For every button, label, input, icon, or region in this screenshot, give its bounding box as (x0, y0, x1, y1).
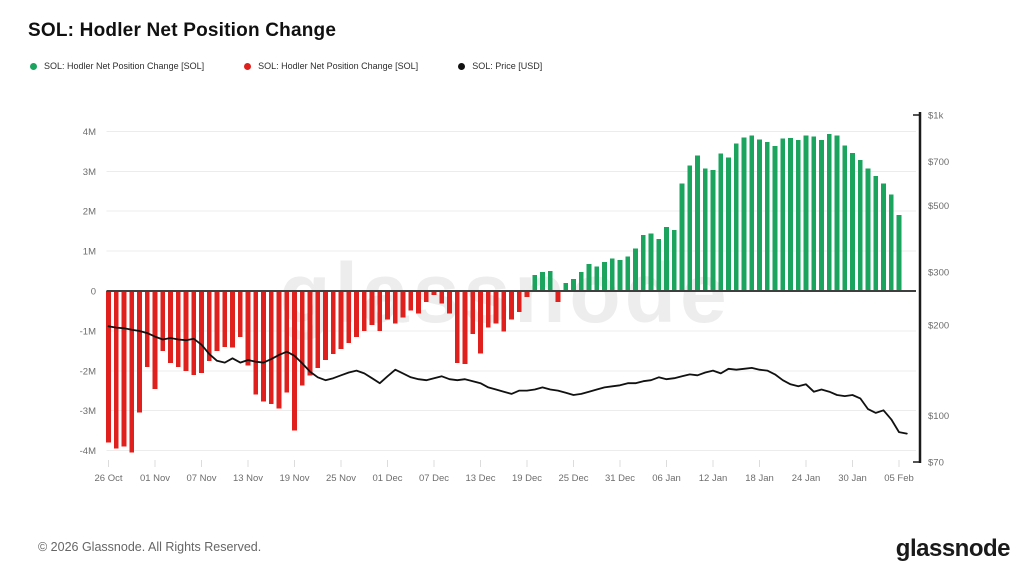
x-axis-label: 13 Nov (233, 473, 263, 484)
hodler-bars (106, 134, 902, 453)
x-axis-label: 19 Nov (279, 473, 309, 484)
x-axis-label: 18 Jan (745, 473, 774, 484)
right-axis-label: $70 (928, 458, 944, 469)
x-axis-label: 05 Feb (884, 473, 914, 484)
x-axis-label: 31 Dec (605, 473, 635, 484)
x-axis-label: 26 Oct (95, 473, 123, 484)
left-axis-label: 2M (83, 207, 96, 218)
legend-dot-black-icon (458, 62, 466, 70)
x-axis-label: 12 Jan (699, 473, 728, 484)
x-axis-label: 25 Nov (326, 473, 356, 484)
x-axis-label: 25 Dec (558, 473, 588, 484)
x-axis-label: 07 Nov (186, 473, 216, 484)
left-axis-label: 4M (83, 127, 96, 138)
chart-legend: SOL: Hodler Net Position Change [SOL] SO… (30, 61, 542, 71)
copyright-text: © 2026 Glassnode. All Rights Reserved. (38, 540, 262, 554)
left-axis-label: 0 (91, 287, 96, 298)
x-axis-label: 30 Jan (838, 473, 867, 484)
legend-label: SOL: Price [USD] (472, 61, 543, 71)
x-axis-label: 24 Jan (792, 473, 821, 484)
legend-item-hodler-negative[interactable]: SOL: Hodler Net Position Change [SOL] (244, 61, 418, 71)
right-axis-label: $500 (928, 201, 949, 212)
left-axis-label: 3M (83, 167, 96, 178)
left-axis-label: -3M (80, 406, 96, 417)
right-axis-label: $200 (928, 321, 949, 332)
x-axis-label: 13 Dec (465, 473, 495, 484)
legend-label: SOL: Hodler Net Position Change [SOL] (258, 61, 419, 71)
glassnode-logo: glassnode (895, 535, 1011, 562)
left-axis-label: -1M (80, 326, 96, 337)
legend-dot-green-icon (30, 62, 37, 70)
x-axis-label: 07 Dec (419, 473, 449, 484)
x-axis-label: 19 Dec (512, 473, 542, 484)
right-axis-label: $700 (928, 157, 949, 168)
right-axis-label: $100 (928, 411, 949, 422)
legend-item-price[interactable]: SOL: Price [USD] (458, 61, 542, 71)
right-axis-label: $300 (928, 268, 949, 279)
x-axis-label: 06 Jan (652, 473, 681, 484)
right-axis-label: $1k (928, 111, 944, 122)
legend-dot-red-icon (244, 62, 252, 70)
left-axis-label: -4M (80, 446, 96, 457)
page-title: SOL: Hodler Net Position Change (28, 20, 337, 41)
legend-label: SOL: Hodler Net Position Change [SOL] (44, 61, 205, 71)
x-axis-label: 01 Dec (372, 473, 402, 484)
left-axis-label: -2M (80, 366, 96, 377)
chart-canvas[interactable]: glassnode4M3M2M1M0-1M-2M-3M-4M$1k$700$50… (0, 0, 1024, 505)
left-axis-label: 1M (83, 247, 96, 258)
legend-item-hodler-positive[interactable]: SOL: Hodler Net Position Change [SOL] (30, 61, 204, 71)
price-line (107, 325, 908, 435)
x-axis-label: 01 Nov (140, 473, 170, 484)
